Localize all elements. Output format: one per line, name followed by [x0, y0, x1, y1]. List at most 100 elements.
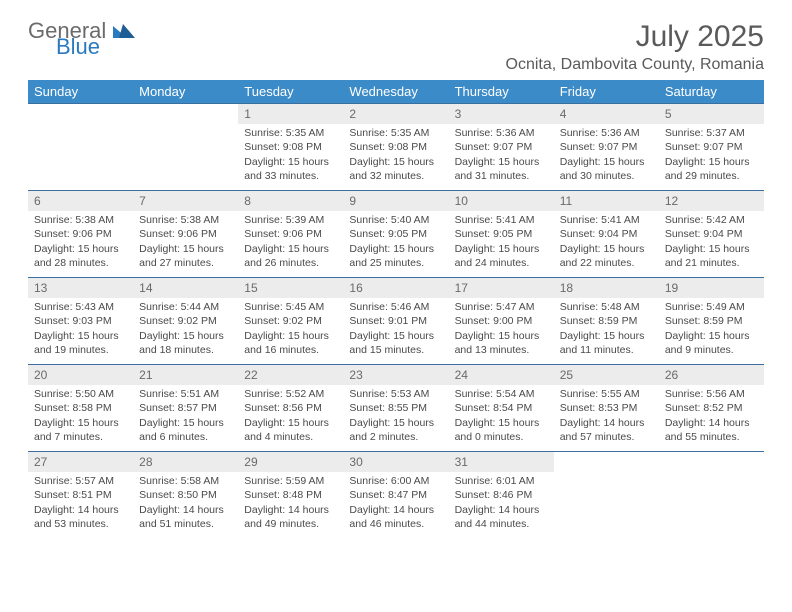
day-number: 31: [449, 452, 554, 472]
sunset-line: Sunset: 9:05 PM: [455, 227, 548, 241]
sunset-line: Sunset: 8:52 PM: [665, 401, 758, 415]
day-cell: 1Sunrise: 5:35 AMSunset: 9:08 PMDaylight…: [238, 104, 343, 190]
day-cell: 8Sunrise: 5:39 AMSunset: 9:06 PMDaylight…: [238, 191, 343, 277]
sunset-line: Sunset: 8:54 PM: [455, 401, 548, 415]
day-content: Sunrise: 5:56 AMSunset: 8:52 PMDaylight:…: [659, 385, 764, 450]
daylight-line: Daylight: 14 hours and 44 minutes.: [455, 503, 548, 531]
sunrise-line: Sunrise: 5:54 AM: [455, 387, 548, 401]
day-cell: 13Sunrise: 5:43 AMSunset: 9:03 PMDayligh…: [28, 278, 133, 364]
day-content: Sunrise: 5:59 AMSunset: 8:48 PMDaylight:…: [238, 472, 343, 537]
sunset-line: Sunset: 8:56 PM: [244, 401, 337, 415]
day-content: Sunrise: 5:43 AMSunset: 9:03 PMDaylight:…: [28, 298, 133, 363]
day-cell: 21Sunrise: 5:51 AMSunset: 8:57 PMDayligh…: [133, 365, 238, 451]
weeks-container: 1Sunrise: 5:35 AMSunset: 9:08 PMDaylight…: [28, 103, 764, 538]
sunset-line: Sunset: 9:07 PM: [665, 140, 758, 154]
day-number: 25: [554, 365, 659, 385]
daylight-line: Daylight: 15 hours and 25 minutes.: [349, 242, 442, 270]
sunrise-line: Sunrise: 5:44 AM: [139, 300, 232, 314]
day-content: Sunrise: 5:55 AMSunset: 8:53 PMDaylight:…: [554, 385, 659, 450]
day-content: Sunrise: 5:41 AMSunset: 9:04 PMDaylight:…: [554, 211, 659, 276]
daylight-line: Daylight: 15 hours and 29 minutes.: [665, 155, 758, 183]
sunrise-line: Sunrise: 5:40 AM: [349, 213, 442, 227]
day-number: 18: [554, 278, 659, 298]
day-content: Sunrise: 5:36 AMSunset: 9:07 PMDaylight:…: [554, 124, 659, 189]
sunrise-line: Sunrise: 5:53 AM: [349, 387, 442, 401]
daylight-line: Daylight: 15 hours and 28 minutes.: [34, 242, 127, 270]
sunrise-line: Sunrise: 5:58 AM: [139, 474, 232, 488]
day-content: Sunrise: 5:35 AMSunset: 9:08 PMDaylight:…: [238, 124, 343, 189]
day-cell: 15Sunrise: 5:45 AMSunset: 9:02 PMDayligh…: [238, 278, 343, 364]
day-content: Sunrise: 5:54 AMSunset: 8:54 PMDaylight:…: [449, 385, 554, 450]
sunrise-line: Sunrise: 5:41 AM: [455, 213, 548, 227]
sunrise-line: Sunrise: 5:41 AM: [560, 213, 653, 227]
sunrise-line: Sunrise: 5:52 AM: [244, 387, 337, 401]
sunset-line: Sunset: 9:06 PM: [139, 227, 232, 241]
daylight-line: Daylight: 15 hours and 2 minutes.: [349, 416, 442, 444]
day-number: 12: [659, 191, 764, 211]
week-row: 1Sunrise: 5:35 AMSunset: 9:08 PMDaylight…: [28, 103, 764, 190]
day-cell: 9Sunrise: 5:40 AMSunset: 9:05 PMDaylight…: [343, 191, 448, 277]
daylight-line: Daylight: 15 hours and 30 minutes.: [560, 155, 653, 183]
sunrise-line: Sunrise: 6:01 AM: [455, 474, 548, 488]
sunrise-line: Sunrise: 5:35 AM: [244, 126, 337, 140]
sunset-line: Sunset: 8:46 PM: [455, 488, 548, 502]
day-cell: 24Sunrise: 5:54 AMSunset: 8:54 PMDayligh…: [449, 365, 554, 451]
weekday-header: Thursday: [449, 80, 554, 103]
day-cell: 6Sunrise: 5:38 AMSunset: 9:06 PMDaylight…: [28, 191, 133, 277]
sunset-line: Sunset: 9:04 PM: [560, 227, 653, 241]
title-block: July 2025 Ocnita, Dambovita County, Roma…: [506, 20, 764, 74]
weekday-header: Sunday: [28, 80, 133, 103]
sunrise-line: Sunrise: 5:35 AM: [349, 126, 442, 140]
sunset-line: Sunset: 8:48 PM: [244, 488, 337, 502]
day-cell: 19Sunrise: 5:49 AMSunset: 8:59 PMDayligh…: [659, 278, 764, 364]
sunset-line: Sunset: 9:02 PM: [244, 314, 337, 328]
daylight-line: Daylight: 15 hours and 11 minutes.: [560, 329, 653, 357]
day-number: 4: [554, 104, 659, 124]
sunset-line: Sunset: 9:00 PM: [455, 314, 548, 328]
day-cell: 18Sunrise: 5:48 AMSunset: 8:59 PMDayligh…: [554, 278, 659, 364]
triangle-icon: [113, 25, 135, 42]
daylight-line: Daylight: 14 hours and 53 minutes.: [34, 503, 127, 531]
weekday-header: Saturday: [659, 80, 764, 103]
day-cell: 25Sunrise: 5:55 AMSunset: 8:53 PMDayligh…: [554, 365, 659, 451]
day-content: Sunrise: 5:47 AMSunset: 9:00 PMDaylight:…: [449, 298, 554, 363]
sunset-line: Sunset: 9:07 PM: [455, 140, 548, 154]
sunrise-line: Sunrise: 5:59 AM: [244, 474, 337, 488]
day-number: 6: [28, 191, 133, 211]
day-number: 13: [28, 278, 133, 298]
day-number: 2: [343, 104, 448, 124]
day-content: Sunrise: 6:01 AMSunset: 8:46 PMDaylight:…: [449, 472, 554, 537]
day-content: Sunrise: 5:44 AMSunset: 9:02 PMDaylight:…: [133, 298, 238, 363]
day-cell: [133, 104, 238, 190]
sunset-line: Sunset: 8:59 PM: [560, 314, 653, 328]
sunrise-line: Sunrise: 6:00 AM: [349, 474, 442, 488]
daylight-line: Daylight: 14 hours and 46 minutes.: [349, 503, 442, 531]
sunset-line: Sunset: 9:08 PM: [244, 140, 337, 154]
day-number: 21: [133, 365, 238, 385]
daylight-line: Daylight: 15 hours and 9 minutes.: [665, 329, 758, 357]
day-number: 26: [659, 365, 764, 385]
day-number: 5: [659, 104, 764, 124]
sunrise-line: Sunrise: 5:38 AM: [139, 213, 232, 227]
sunrise-line: Sunrise: 5:51 AM: [139, 387, 232, 401]
day-number: 19: [659, 278, 764, 298]
daylight-line: Daylight: 15 hours and 13 minutes.: [455, 329, 548, 357]
daylight-line: Daylight: 15 hours and 19 minutes.: [34, 329, 127, 357]
sunrise-line: Sunrise: 5:37 AM: [665, 126, 758, 140]
daylight-line: Daylight: 15 hours and 6 minutes.: [139, 416, 232, 444]
week-row: 13Sunrise: 5:43 AMSunset: 9:03 PMDayligh…: [28, 277, 764, 364]
day-cell: [28, 104, 133, 190]
daylight-line: Daylight: 15 hours and 22 minutes.: [560, 242, 653, 270]
sunrise-line: Sunrise: 5:39 AM: [244, 213, 337, 227]
day-number: 27: [28, 452, 133, 472]
day-cell: 29Sunrise: 5:59 AMSunset: 8:48 PMDayligh…: [238, 452, 343, 538]
daylight-line: Daylight: 15 hours and 24 minutes.: [455, 242, 548, 270]
daylight-line: Daylight: 14 hours and 55 minutes.: [665, 416, 758, 444]
day-number: 23: [343, 365, 448, 385]
sunset-line: Sunset: 8:51 PM: [34, 488, 127, 502]
day-content: Sunrise: 5:42 AMSunset: 9:04 PMDaylight:…: [659, 211, 764, 276]
daylight-line: Daylight: 14 hours and 49 minutes.: [244, 503, 337, 531]
day-number: 8: [238, 191, 343, 211]
day-content: Sunrise: 5:37 AMSunset: 9:07 PMDaylight:…: [659, 124, 764, 189]
sunset-line: Sunset: 9:05 PM: [349, 227, 442, 241]
